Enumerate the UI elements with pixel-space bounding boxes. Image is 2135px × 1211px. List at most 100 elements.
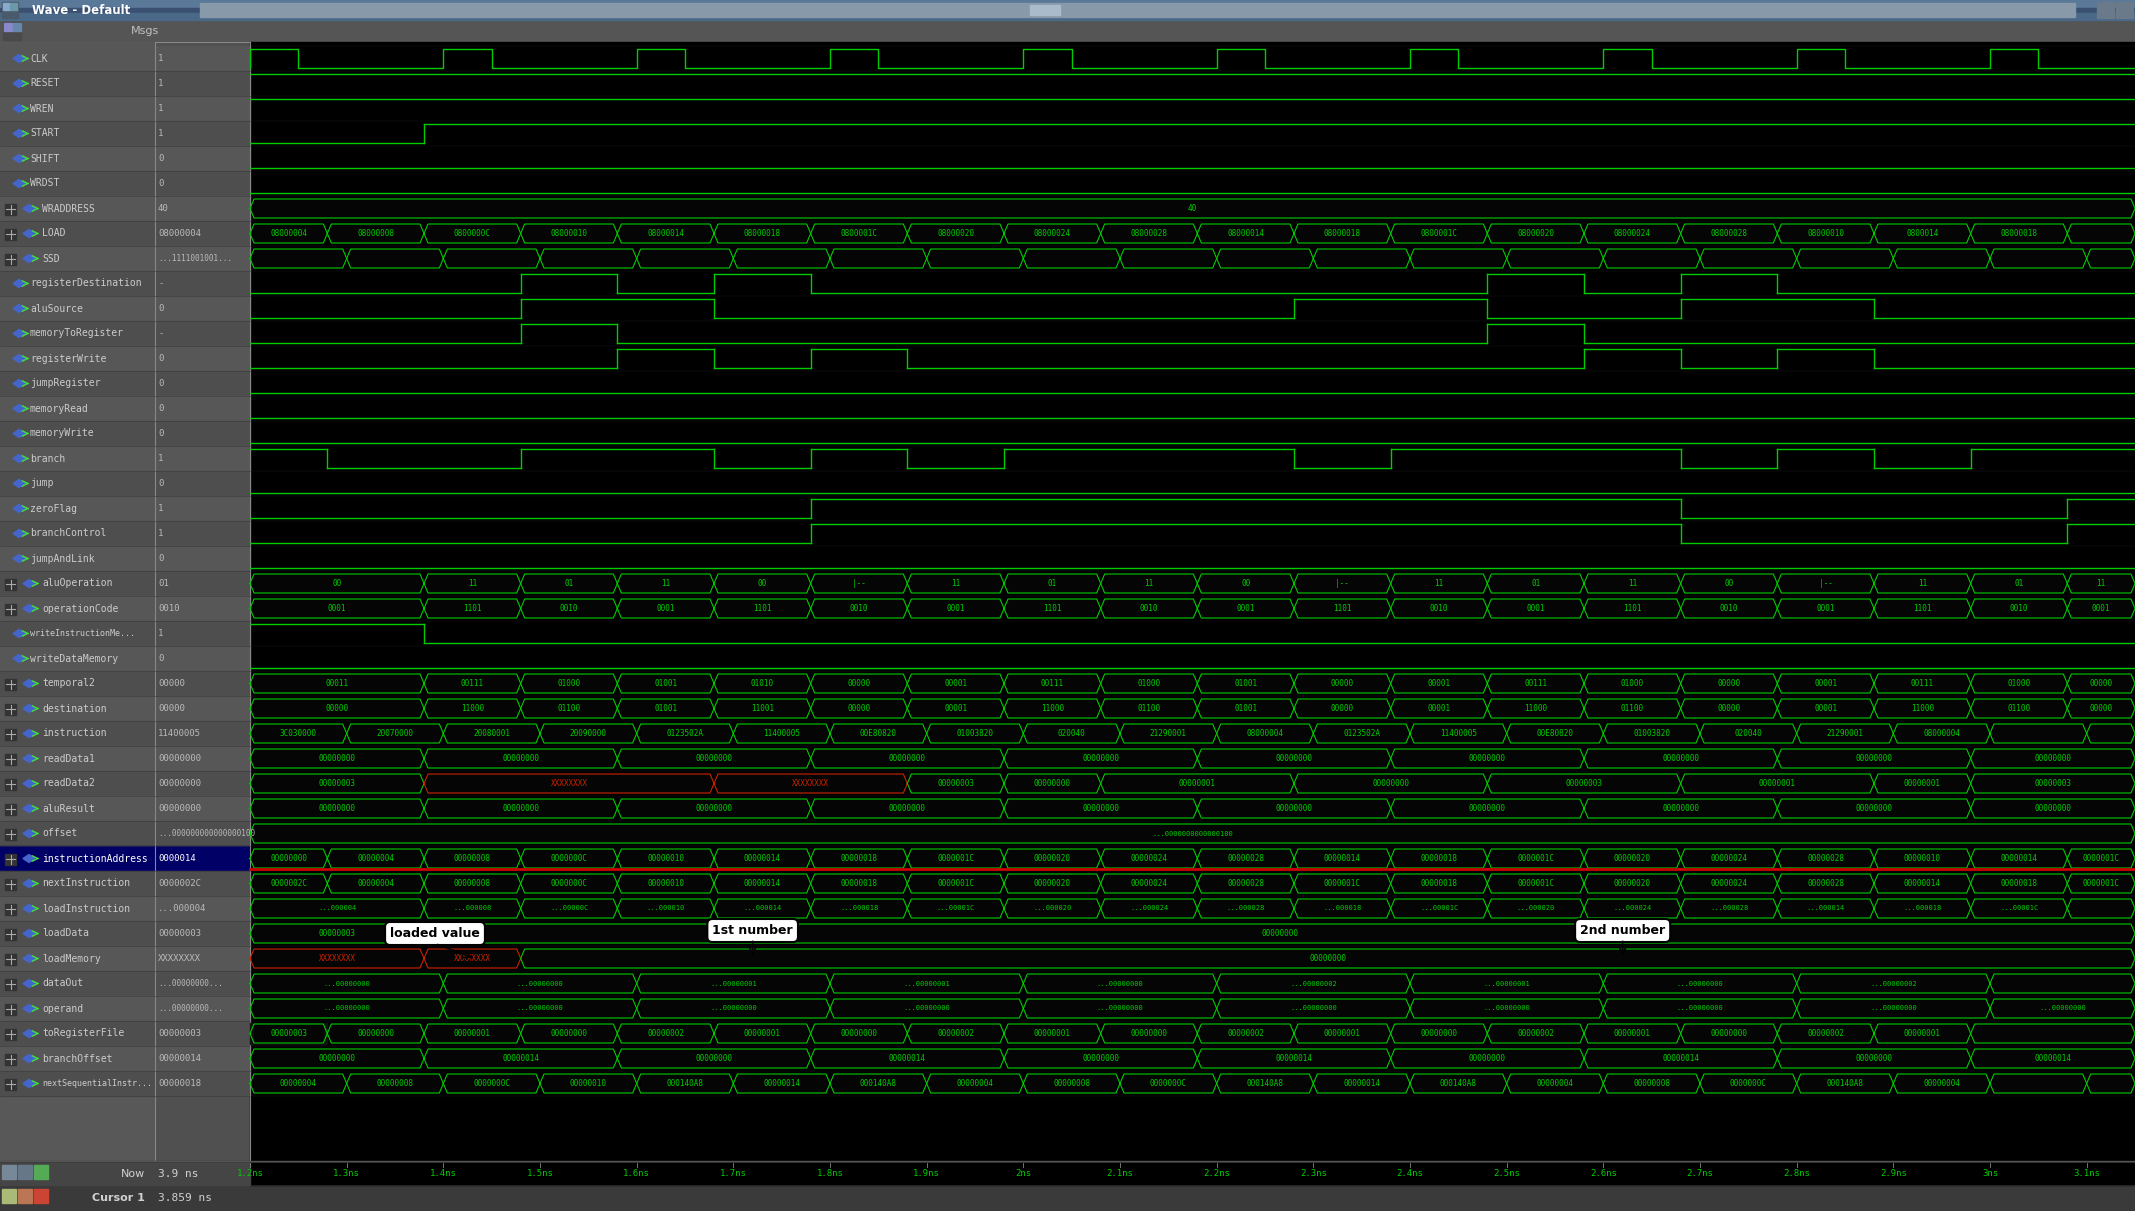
Text: 00000001: 00000001 bbox=[743, 1029, 781, 1038]
Text: 00000: 00000 bbox=[1717, 679, 1740, 688]
Text: 0000000C: 0000000C bbox=[551, 854, 587, 863]
Text: 00000000: 00000000 bbox=[1663, 804, 1699, 813]
Text: 00000010: 00000010 bbox=[1904, 854, 1941, 863]
Text: 00000000: 00000000 bbox=[1469, 1054, 1505, 1063]
Polygon shape bbox=[23, 930, 34, 937]
Text: ...000000000000000100: ...000000000000000100 bbox=[158, 830, 254, 838]
Text: 01000: 01000 bbox=[557, 679, 581, 688]
Text: 1.5ns: 1.5ns bbox=[527, 1170, 553, 1178]
Text: ...00000000: ...00000000 bbox=[517, 981, 564, 987]
Text: ...00001C: ...00001C bbox=[937, 906, 976, 912]
Text: 11400005: 11400005 bbox=[158, 729, 201, 737]
Text: 0001: 0001 bbox=[329, 604, 346, 613]
Text: 0123502A: 0123502A bbox=[666, 729, 705, 737]
Text: 1.7ns: 1.7ns bbox=[719, 1170, 747, 1178]
Text: 0010: 0010 bbox=[158, 604, 179, 613]
Text: 3C030000: 3C030000 bbox=[280, 729, 316, 737]
Text: ...00000002: ...00000002 bbox=[1870, 981, 1917, 987]
Text: 00000024: 00000024 bbox=[1710, 879, 1749, 888]
Bar bbox=[4, 753, 15, 764]
Text: loadData: loadData bbox=[43, 929, 90, 939]
Text: ...00000000: ...00000000 bbox=[1676, 981, 1723, 987]
Polygon shape bbox=[23, 1029, 34, 1038]
Text: 00000002: 00000002 bbox=[1518, 1029, 1554, 1038]
Text: 00000014: 00000014 bbox=[1904, 879, 1941, 888]
Text: -: - bbox=[158, 279, 164, 288]
Text: 00E80820: 00E80820 bbox=[860, 729, 897, 737]
Text: ...000028: ...000028 bbox=[1225, 906, 1264, 912]
Text: ...00000001: ...00000001 bbox=[903, 981, 950, 987]
Bar bbox=[0, 0, 2135, 8]
Text: 00000000: 00000000 bbox=[271, 854, 307, 863]
Text: 00001: 00001 bbox=[1428, 704, 1450, 713]
Text: 1.3ns: 1.3ns bbox=[333, 1170, 361, 1178]
Text: 11: 11 bbox=[1144, 579, 1153, 589]
Text: 11: 11 bbox=[1917, 579, 1928, 589]
Text: 2.4ns: 2.4ns bbox=[1396, 1170, 1424, 1178]
Bar bbox=[0, 71, 250, 96]
Text: 00000000: 00000000 bbox=[888, 804, 927, 813]
Text: 3.859 ns: 3.859 ns bbox=[158, 1193, 211, 1203]
Text: 00001: 00001 bbox=[944, 704, 967, 713]
Text: 000140A8: 000140A8 bbox=[1247, 1079, 1283, 1087]
Text: SSD: SSD bbox=[43, 253, 60, 264]
Text: 00000003: 00000003 bbox=[2035, 779, 2071, 788]
Text: 00000000: 00000000 bbox=[158, 754, 201, 763]
Text: 01001: 01001 bbox=[653, 704, 677, 713]
Text: 00000020: 00000020 bbox=[1614, 879, 1650, 888]
Text: ...000010: ...000010 bbox=[647, 906, 685, 912]
Text: ...000014: ...000014 bbox=[743, 906, 781, 912]
Text: 01001: 01001 bbox=[1234, 679, 1258, 688]
Bar bbox=[0, 8, 2135, 13]
Text: 00000000: 00000000 bbox=[1132, 1029, 1168, 1038]
Text: ...000014: ...000014 bbox=[1806, 906, 1845, 912]
Bar bbox=[0, 371, 250, 396]
Text: offset: offset bbox=[43, 828, 77, 838]
Text: readData1: readData1 bbox=[43, 753, 94, 763]
Text: 0000014: 0000014 bbox=[158, 854, 196, 863]
Text: 00000: 00000 bbox=[1717, 704, 1740, 713]
Text: 01001: 01001 bbox=[653, 679, 677, 688]
Text: 00: 00 bbox=[1725, 579, 1734, 589]
Text: 00000014: 00000014 bbox=[888, 1054, 927, 1063]
Bar bbox=[0, 497, 250, 521]
Text: 08000004: 08000004 bbox=[1247, 729, 1283, 737]
Text: jumpRegister: jumpRegister bbox=[30, 379, 100, 389]
Bar bbox=[0, 546, 250, 572]
Polygon shape bbox=[23, 830, 34, 838]
Text: 0000001C: 0000001C bbox=[1518, 854, 1554, 863]
Text: 1101: 1101 bbox=[754, 604, 771, 613]
Text: ...000020: ...000020 bbox=[1516, 906, 1554, 912]
Text: 0800000C: 0800000C bbox=[455, 229, 491, 239]
Text: 0000001C: 0000001C bbox=[937, 854, 974, 863]
Text: 00000000: 00000000 bbox=[1082, 804, 1119, 813]
Text: 00000: 00000 bbox=[1330, 704, 1354, 713]
Text: 00000000: 00000000 bbox=[888, 754, 927, 763]
Text: Wave - Default: Wave - Default bbox=[32, 4, 130, 17]
Text: writeDataMemory: writeDataMemory bbox=[30, 654, 117, 664]
Text: 1101: 1101 bbox=[1044, 604, 1061, 613]
Text: 00011: 00011 bbox=[325, 679, 348, 688]
Text: 11: 11 bbox=[1435, 579, 1443, 589]
Text: 00000: 00000 bbox=[1330, 679, 1354, 688]
Text: XXXXXXXX: XXXXXXXX bbox=[318, 954, 357, 963]
Text: 0000001C: 0000001C bbox=[1324, 879, 1360, 888]
Text: 00000000: 00000000 bbox=[2035, 754, 2071, 763]
Text: aluResult: aluResult bbox=[43, 804, 94, 814]
Text: 00000001: 00000001 bbox=[1614, 1029, 1650, 1038]
Text: 2.6ns: 2.6ns bbox=[1591, 1170, 1616, 1178]
Text: 00: 00 bbox=[333, 579, 342, 589]
Text: 00000: 00000 bbox=[158, 679, 186, 688]
Text: 01100: 01100 bbox=[2007, 704, 2030, 713]
Text: 08000008: 08000008 bbox=[357, 229, 395, 239]
Text: 00001: 00001 bbox=[1428, 679, 1450, 688]
Text: 00000: 00000 bbox=[158, 704, 186, 713]
Text: 3.1ns: 3.1ns bbox=[2073, 1170, 2101, 1178]
Text: 1: 1 bbox=[158, 504, 164, 513]
Bar bbox=[4, 1028, 15, 1039]
Text: 0001: 0001 bbox=[946, 604, 965, 613]
Text: instructionAddress: instructionAddress bbox=[43, 854, 147, 863]
Text: memoryToRegister: memoryToRegister bbox=[30, 328, 124, 339]
Text: 000140A8: 000140A8 bbox=[1828, 1079, 1864, 1087]
Text: 1101: 1101 bbox=[1332, 604, 1351, 613]
